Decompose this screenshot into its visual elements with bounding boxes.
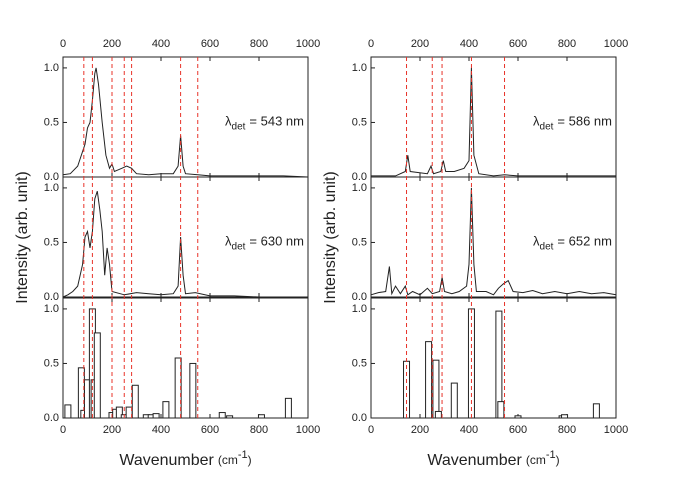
x-tick-label: 200 (411, 424, 429, 436)
x-tick-label: 800 (558, 424, 576, 436)
y-tick-label: 1.0 (352, 62, 367, 74)
x-axis-label: Wavenumber (cm-1) (119, 449, 251, 469)
y-tick-label: 0.5 (44, 357, 59, 369)
annotation-symbol: λ (533, 114, 540, 129)
bar (189, 362, 197, 419)
annotation-text: = 586 nm (557, 114, 612, 129)
bar (257, 414, 265, 419)
bar (226, 415, 234, 419)
bar (497, 401, 505, 419)
bar (561, 414, 569, 419)
x-tick-label-top: 600 (201, 38, 219, 50)
x-tick-label-top: 800 (250, 38, 268, 50)
bar (174, 357, 182, 419)
panel-frame (62, 176, 309, 298)
x-tick-label-top: 0 (368, 38, 374, 50)
annotation: λdet = 652 nm (533, 234, 612, 252)
y-axis-label: Intensity (arb. unit) (322, 171, 339, 304)
x-tick-label: 1000 (604, 424, 628, 436)
annotation-subscript: det (540, 121, 554, 132)
y-tick-label: 0.0 (44, 171, 59, 183)
y-axis-label: Intensity (arb. unit) (14, 171, 31, 304)
y-tick-label: 1.0 (44, 182, 59, 194)
annotation-subscript: det (540, 241, 554, 252)
x-axis-label-text: Wavenumber (427, 452, 522, 469)
bar (450, 382, 458, 419)
annotation-symbol: λ (225, 234, 232, 249)
spectrum-line (371, 67, 616, 177)
x-axis-label-close: ) (248, 453, 252, 467)
x-tick-label: 200 (103, 424, 121, 436)
panel-frame (370, 176, 617, 298)
bar (218, 412, 226, 419)
x-tick-label-top: 200 (103, 38, 121, 50)
x-tick-label: 400 (152, 424, 170, 436)
y-tick-label: 0.5 (352, 357, 367, 369)
y-tick-label: 0.0 (44, 291, 59, 303)
spectrum-line (370, 187, 617, 296)
x-tick-label-top: 600 (509, 38, 527, 50)
x-axis-label: Wavenumber (cm-1) (427, 449, 559, 469)
x-tick-label: 0 (368, 424, 374, 436)
x-tick-label-top: 200 (411, 38, 429, 50)
y-tick-label: 0.5 (352, 236, 367, 248)
annotation-text: = 652 nm (557, 234, 612, 249)
y-tick-label: 0.0 (352, 171, 367, 183)
x-tick-label-top: 0 (60, 38, 66, 50)
x-tick-label: 600 (201, 424, 219, 436)
y-tick-label: 0.0 (352, 412, 367, 424)
annotation: λdet = 630 nm (225, 234, 304, 252)
annotation: λdet = 543 nm (225, 114, 304, 132)
y-tick-label: 1.0 (352, 182, 367, 194)
x-tick-label: 400 (460, 424, 478, 436)
bar (152, 413, 160, 419)
bar (115, 406, 123, 419)
x-axis-label-unit: (cm (526, 453, 546, 467)
x-axis-label-exponent: -1 (546, 449, 556, 461)
bar (162, 401, 170, 419)
y-tick-label: 1.0 (44, 303, 59, 315)
y-tick-label: 0.5 (44, 116, 59, 128)
spectrum-line (62, 191, 308, 298)
y-tick-label: 1.0 (44, 62, 59, 74)
annotation-subscript: det (232, 241, 246, 252)
bar (592, 403, 600, 419)
annotation-subscript: det (232, 121, 246, 132)
y-tick-label: 0.0 (352, 291, 367, 303)
x-tick-label-top: 800 (558, 38, 576, 50)
y-tick-label: 1.0 (352, 303, 367, 315)
x-axis-label-close: ) (556, 453, 560, 467)
annotation-text: = 630 nm (249, 234, 304, 249)
bar (432, 359, 440, 419)
x-tick-label: 600 (509, 424, 527, 436)
x-tick-label-top: 400 (152, 38, 170, 50)
bar (131, 384, 139, 419)
x-tick-label-top: 400 (460, 38, 478, 50)
x-tick-label: 800 (250, 424, 268, 436)
annotation-text: = 543 nm (249, 114, 304, 129)
panel-frame (370, 297, 617, 419)
x-axis-label-exponent: -1 (238, 449, 248, 461)
bar (434, 410, 442, 419)
x-tick-label-top: 1000 (296, 38, 320, 50)
annotation-symbol: λ (533, 234, 540, 249)
bar (93, 332, 101, 419)
x-tick-label: 0 (60, 424, 66, 436)
x-axis-label-text: Wavenumber (119, 452, 214, 469)
bar (64, 404, 72, 419)
x-tick-label: 1000 (296, 424, 320, 436)
annotation: λdet = 586 nm (533, 114, 612, 132)
y-tick-label: 0.5 (44, 236, 59, 248)
panel-frame (62, 297, 309, 419)
y-tick-label: 0.5 (352, 116, 367, 128)
y-tick-label: 0.0 (44, 412, 59, 424)
spectrum-line (62, 67, 309, 178)
x-tick-label-top: 1000 (604, 38, 628, 50)
bar (425, 341, 433, 419)
x-axis-label-unit: (cm (218, 453, 238, 467)
bar (514, 415, 522, 419)
annotation-symbol: λ (225, 114, 232, 129)
bar (284, 397, 292, 419)
